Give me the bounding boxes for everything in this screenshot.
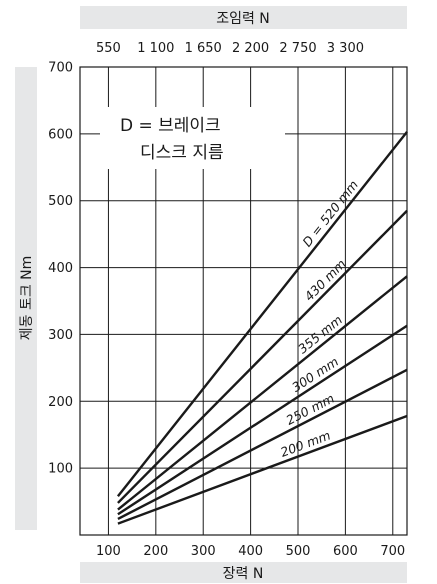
left-axis-band bbox=[15, 67, 37, 530]
series-line bbox=[117, 414, 408, 525]
x-tick-label: 700 bbox=[380, 544, 405, 559]
x2-tick-label: 1 650 bbox=[185, 41, 222, 56]
left-axis-label: 제동 토크 Nm bbox=[19, 256, 35, 341]
top-axis-label: 조임력 N bbox=[216, 11, 270, 27]
x-tick-label: 400 bbox=[238, 544, 263, 559]
top-axis-band bbox=[80, 6, 407, 29]
x-tick-label: 600 bbox=[333, 544, 358, 559]
bottom-axis-band bbox=[80, 562, 407, 583]
x-tick-label: 100 bbox=[96, 544, 121, 559]
legend-line-1: D = 브레이크 bbox=[120, 116, 221, 136]
y-tick-label: 100 bbox=[48, 462, 73, 477]
legend-box bbox=[100, 107, 285, 169]
x-tick-label: 200 bbox=[143, 544, 168, 559]
y-tick-label: 500 bbox=[48, 194, 73, 209]
x-tick-label: 500 bbox=[286, 544, 311, 559]
x2-tick-label: 2 200 bbox=[232, 41, 269, 56]
series-line bbox=[116, 131, 408, 497]
tick-layer: 100 200 300 400 500 600 700 550 1 100 1 650 2 200 2… bbox=[48, 41, 405, 559]
y-tick-label: 400 bbox=[48, 261, 73, 276]
x2-tick-label: 1 100 bbox=[137, 41, 174, 56]
series-label: D = 520 mm bbox=[299, 177, 361, 249]
x2-tick-label: 2 750 bbox=[279, 41, 316, 56]
plot-frame bbox=[79, 66, 408, 536]
y-tick-label: 700 bbox=[48, 61, 73, 76]
y-tick-label: 300 bbox=[48, 328, 73, 343]
x-tick-label: 300 bbox=[191, 544, 216, 559]
x2-tick-label: 550 bbox=[96, 41, 121, 56]
x2-tick-label: 3 300 bbox=[327, 41, 364, 56]
bottom-axis-label: 장력 N bbox=[223, 566, 264, 582]
series-label: 430 mm bbox=[301, 256, 348, 304]
y-tick-label: 600 bbox=[48, 127, 73, 142]
series-line bbox=[117, 209, 408, 504]
legend-line-2: 디스크 지름 bbox=[140, 143, 224, 163]
series-line bbox=[117, 324, 408, 516]
y-tick-label: 200 bbox=[48, 395, 73, 410]
series-line bbox=[117, 275, 408, 511]
series-line bbox=[117, 368, 408, 521]
